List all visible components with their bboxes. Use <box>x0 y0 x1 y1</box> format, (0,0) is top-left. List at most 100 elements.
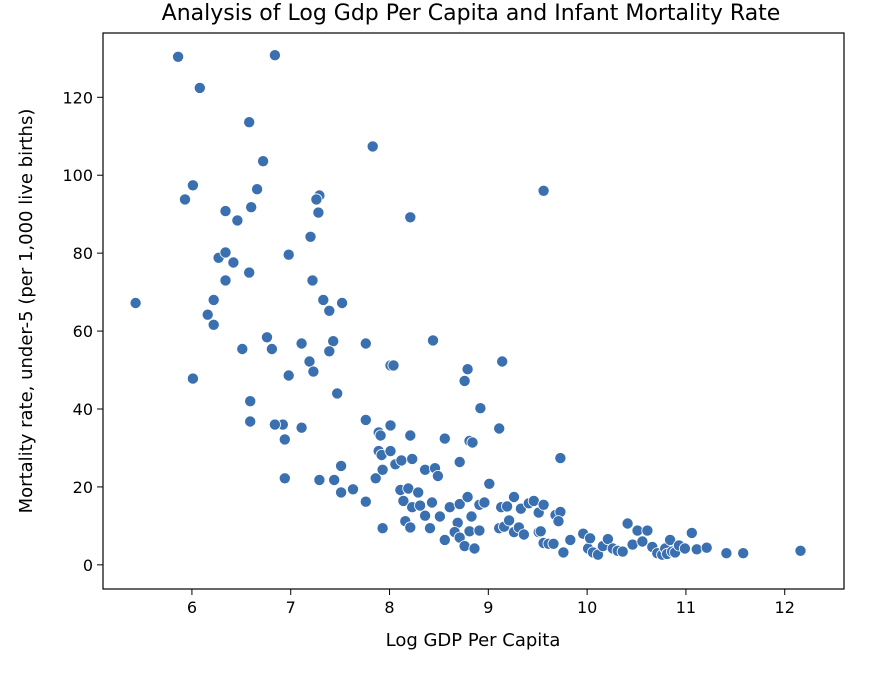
data-point <box>201 308 214 321</box>
data-point <box>461 490 474 503</box>
data-point <box>534 525 547 538</box>
data-point <box>412 486 425 499</box>
data-point <box>303 355 316 368</box>
data-point <box>700 541 713 554</box>
data-point <box>359 337 372 350</box>
data-point <box>601 533 614 546</box>
y-tick-label: 20 <box>73 478 93 497</box>
data-point <box>278 472 291 485</box>
y-tick-label: 120 <box>62 88 93 107</box>
data-point <box>419 463 432 476</box>
data-point <box>517 528 530 541</box>
data-point <box>453 455 466 468</box>
data-point <box>438 533 451 546</box>
data-point <box>501 500 514 513</box>
data-point <box>172 50 185 63</box>
data-point <box>690 543 703 556</box>
data-point <box>244 395 257 408</box>
data-point <box>537 184 550 197</box>
data-point <box>453 498 466 511</box>
y-tick-label: 60 <box>73 322 93 341</box>
data-point <box>547 537 560 550</box>
data-point <box>466 436 479 449</box>
data-point <box>468 542 481 555</box>
data-point <box>737 547 750 560</box>
data-point <box>178 193 191 206</box>
x-tick-label: 11 <box>676 598 696 617</box>
y-axis: 0 20 40 60 80 100 120 <box>62 88 103 575</box>
data-point <box>397 494 410 507</box>
x-axis: 6 7 8 9 10 11 12 <box>187 589 795 617</box>
data-point <box>395 454 408 467</box>
data-point <box>404 211 417 224</box>
data-point <box>231 214 244 227</box>
x-tick-label: 9 <box>483 598 493 617</box>
data-point <box>328 473 341 486</box>
data-point <box>129 296 142 309</box>
data-point <box>359 495 372 508</box>
data-point <box>425 496 438 509</box>
data-point <box>295 421 308 434</box>
data-point <box>295 337 308 350</box>
data-point <box>282 248 295 261</box>
data-point <box>554 452 567 465</box>
data-point <box>374 429 387 442</box>
data-point <box>496 355 509 368</box>
y-tick-label: 80 <box>73 244 93 263</box>
data-point <box>304 230 317 243</box>
data-point <box>219 246 232 259</box>
data-point <box>317 293 330 306</box>
data-point <box>336 296 349 309</box>
data-point <box>423 522 436 535</box>
data-point <box>186 372 199 385</box>
data-point <box>584 532 597 545</box>
data-point <box>244 415 257 428</box>
chart-title: Analysis of Log Gdp Per Capita and Infan… <box>162 1 781 26</box>
data-point <box>507 490 520 503</box>
data-point <box>384 445 397 458</box>
data-point <box>720 547 733 560</box>
data-point <box>503 514 516 527</box>
data-point <box>219 205 232 218</box>
x-tick-label: 6 <box>187 598 197 617</box>
data-point <box>404 521 417 534</box>
data-point <box>426 334 439 347</box>
data-point <box>243 116 256 129</box>
data-point <box>278 433 291 446</box>
data-point <box>359 413 372 426</box>
data-point <box>384 419 397 432</box>
data-point <box>260 331 273 344</box>
data-point <box>641 524 654 537</box>
data-point <box>207 293 220 306</box>
data-point <box>268 49 281 62</box>
data-point <box>404 429 417 442</box>
data-point <box>331 387 344 400</box>
data-point <box>458 540 471 553</box>
data-point <box>794 544 807 557</box>
x-tick-label: 7 <box>286 598 296 617</box>
data-point <box>243 266 256 279</box>
data-point <box>236 342 249 355</box>
data-point <box>685 526 698 539</box>
data-point <box>245 201 258 214</box>
data-point <box>335 459 348 472</box>
data-point <box>431 469 444 482</box>
data-point <box>664 533 677 546</box>
y-tick-label: 40 <box>73 400 93 419</box>
x-tick-label: 8 <box>384 598 394 617</box>
data-point <box>306 274 319 287</box>
data-point <box>414 499 427 512</box>
data-point <box>564 533 577 546</box>
data-point <box>313 473 326 486</box>
data-point <box>465 510 478 523</box>
x-tick-label: 12 <box>775 598 795 617</box>
data-point <box>366 140 379 153</box>
data-point <box>186 179 199 192</box>
data-point <box>257 155 270 168</box>
data-point <box>193 81 206 94</box>
data-point <box>474 402 487 415</box>
x-axis-label: Log GDP Per Capita <box>386 630 561 651</box>
data-point <box>478 496 491 509</box>
y-tick-label: 0 <box>83 556 93 575</box>
